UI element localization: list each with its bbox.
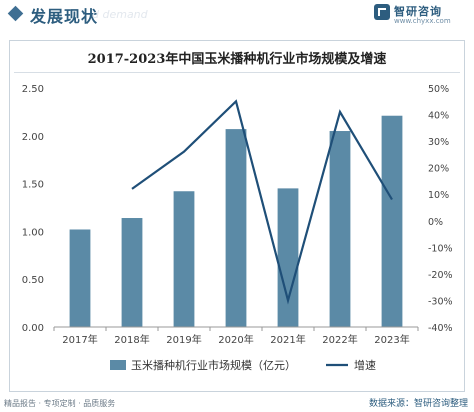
title-divider — [14, 72, 460, 73]
data-source: 数据来源：智研咨询整理 — [368, 399, 468, 409]
legend-bar-label: 玉米播种机行业市场规模（亿元） — [131, 358, 296, 372]
y-left-tick-label: 0.00 — [22, 323, 44, 334]
y-left-tick-label: 1.00 — [22, 227, 44, 238]
x-tick-label: 2019年 — [166, 333, 201, 346]
brand-logo: 智研咨询 www.chyxx.com — [374, 2, 466, 30]
section-header: 发展现状 d demand 智研咨询 www.chyxx.com — [0, 0, 474, 30]
y-left-tick-label: 1.50 — [22, 180, 44, 191]
bar — [225, 129, 247, 327]
footer-tagline: 精品报告 · 专项定制 · 品质服务 — [4, 399, 116, 408]
x-tick-label: 2022年 — [322, 333, 357, 346]
y-right-tick-label: -40% — [428, 323, 453, 334]
page-footer: 精品报告 · 专项定制 · 品质服务 数据来源：智研咨询整理 — [0, 392, 474, 412]
x-tick-label: 2017年 — [62, 333, 97, 346]
x-tick-label: 2023年 — [374, 333, 409, 346]
y-right-tick-label: 0% — [428, 217, 443, 228]
bar — [329, 131, 351, 327]
bar — [277, 188, 299, 327]
y-right-tick-label: 40% — [428, 111, 449, 122]
y-right-tick-label: 10% — [428, 190, 449, 201]
legend-bar-swatch — [110, 360, 126, 370]
y-right-tick-label: -30% — [428, 296, 453, 307]
legend-line-label: 增速 — [354, 358, 376, 372]
bar — [121, 218, 143, 327]
y-right-tick-label: 50% — [428, 84, 449, 95]
brand-name: 智研咨询 — [394, 5, 442, 18]
bar — [69, 229, 91, 327]
x-tick-label: 2020年 — [218, 333, 253, 346]
logo-icon — [374, 4, 390, 20]
bar — [173, 191, 195, 327]
x-tick-label: 2021年 — [270, 333, 305, 346]
section-title: 发展现状 — [30, 7, 99, 26]
chart-canvas: 0.00 0.50 1.00 1.50 2.00 2.50 -40% -30% -20% -10%… — [22, 84, 453, 372]
y-right-tick-label: 30% — [428, 137, 449, 148]
chart-title: 2017-2023年中国玉米播种机行业市场规模及增速 — [87, 52, 387, 67]
growth-line — [131, 99, 393, 305]
y-left-tick-label: 2.00 — [22, 132, 44, 143]
y-right-tick-label: 20% — [428, 164, 449, 175]
y-left-tick-label: 0.50 — [22, 275, 44, 286]
y-right-tick-label: -20% — [428, 270, 453, 281]
y-left-tick-label: 2.50 — [22, 84, 44, 95]
header-watermark: d demand — [92, 8, 148, 21]
bar — [381, 115, 403, 327]
brand-url: www.chyxx.com — [394, 17, 451, 25]
x-tick-label: 2018年 — [114, 333, 149, 346]
y-right-tick-label: -10% — [428, 243, 453, 254]
